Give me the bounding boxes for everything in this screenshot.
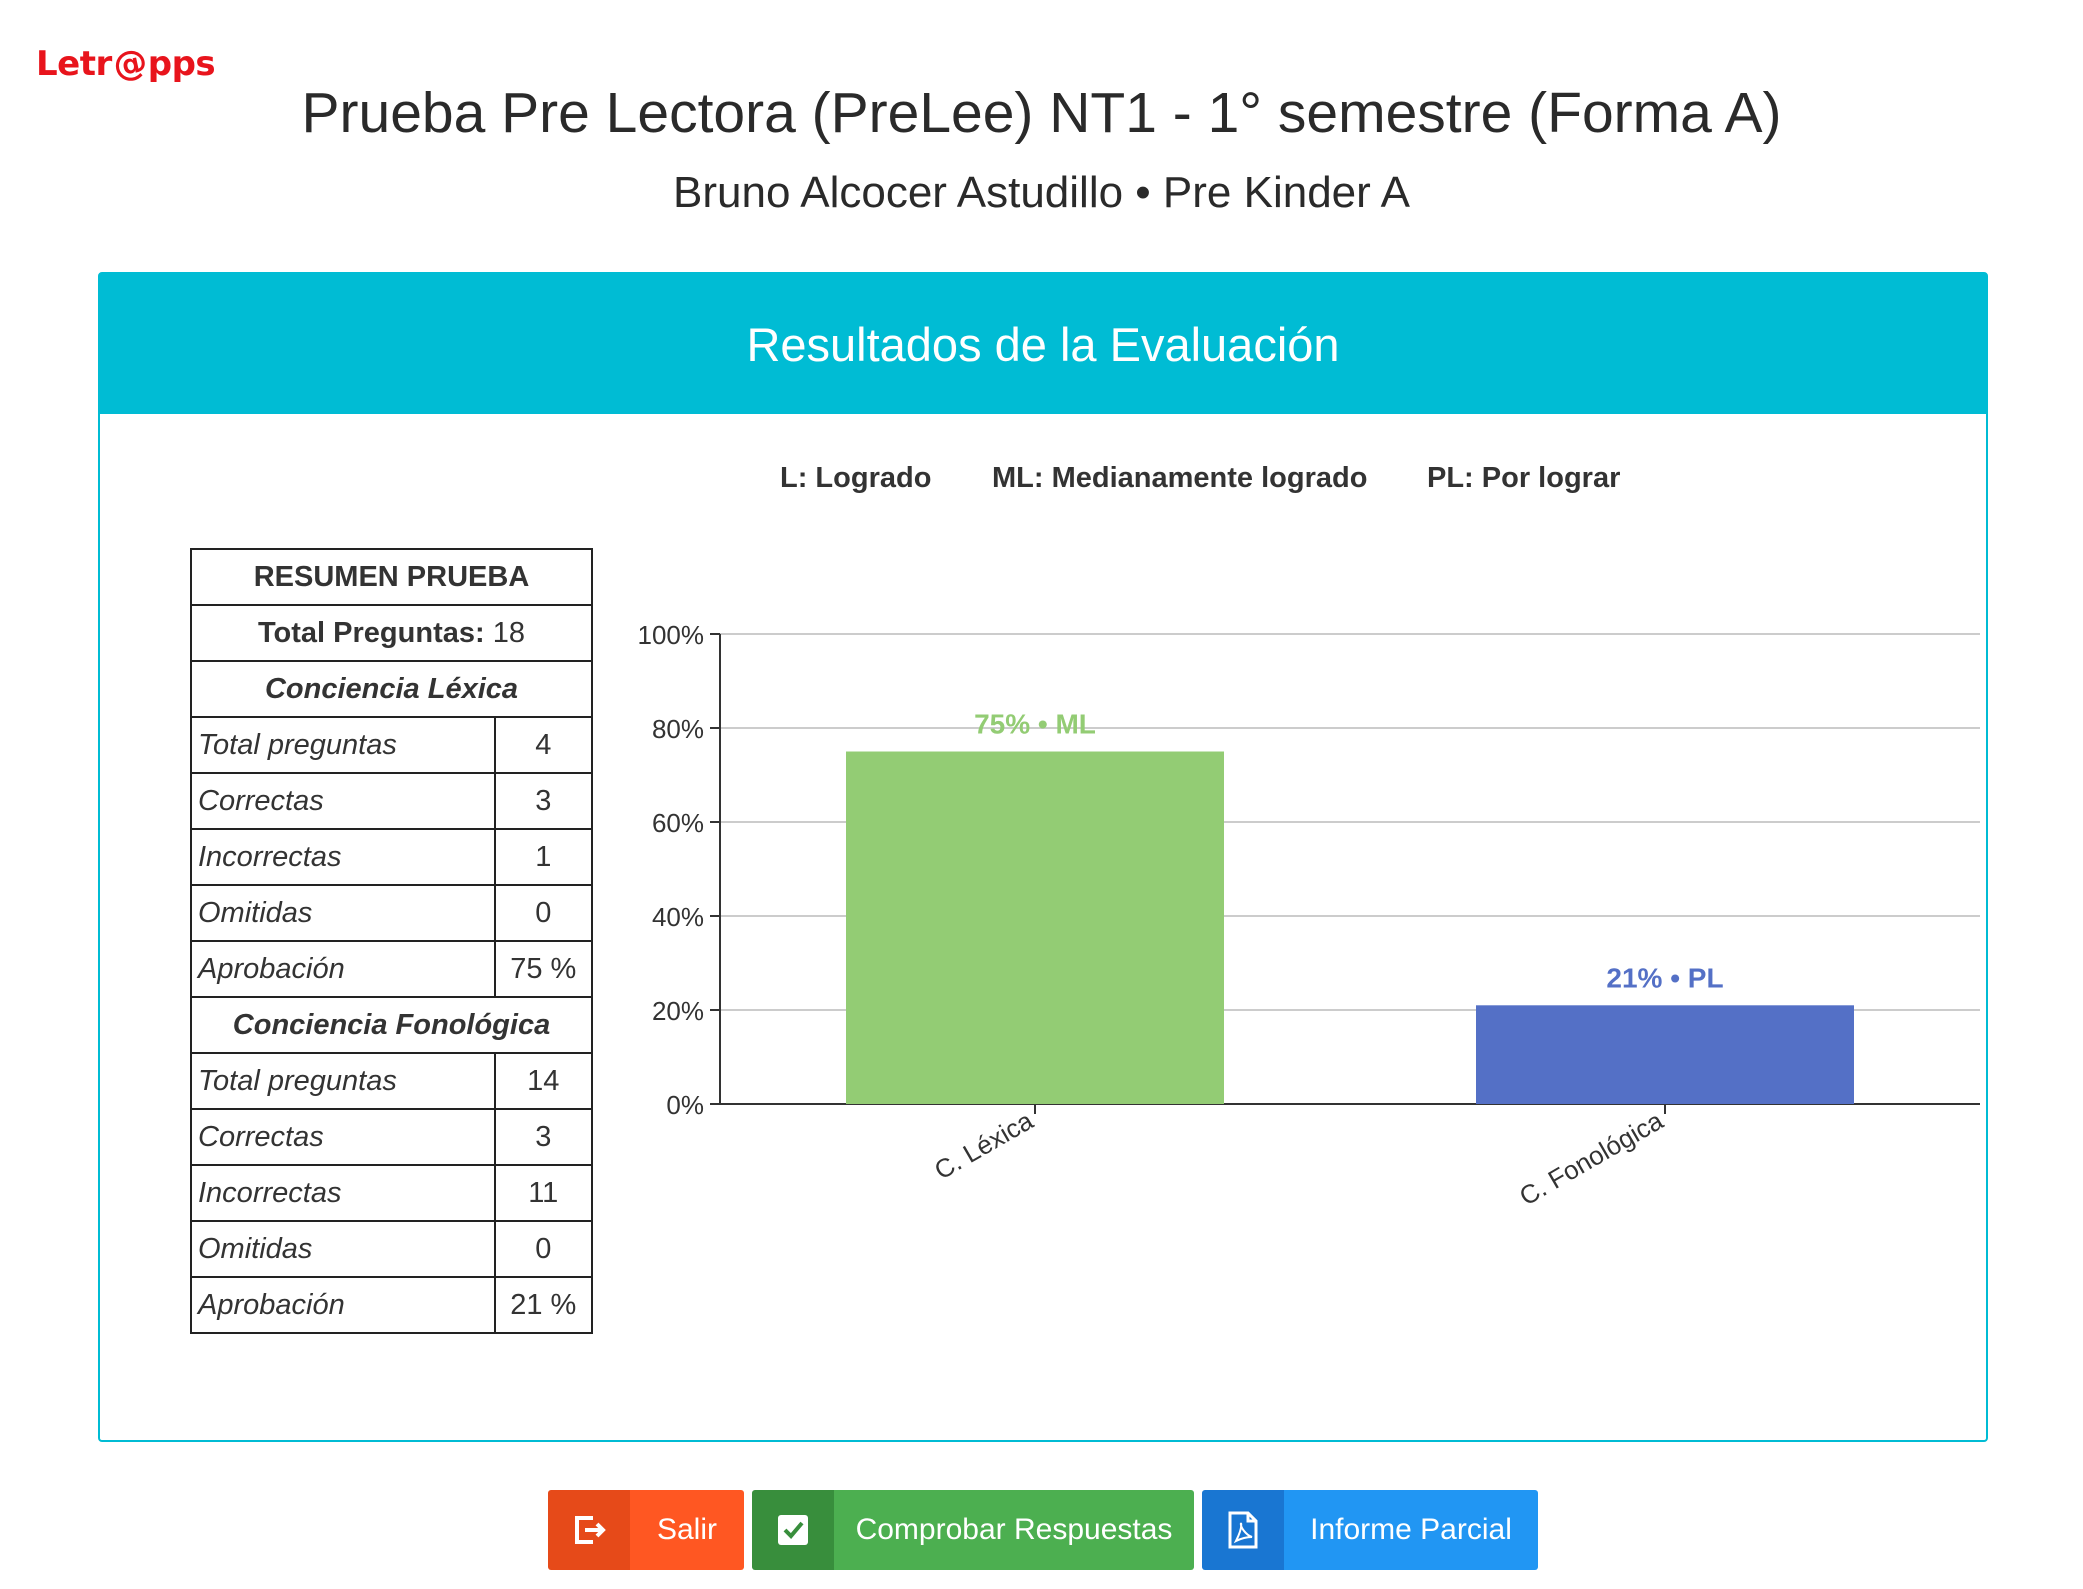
total-questions: Total Preguntas: 18 [190,604,593,662]
comprobar-respuestas-button[interactable]: Comprobar Respuestas [752,1490,1194,1570]
achievement-legend: L: Logrado ML: Medianamente logrado PL: … [100,462,1986,502]
row-value: 75 % [493,940,594,998]
row-value: 0 [493,884,594,942]
y-tick-label: 80% [652,714,704,744]
exit-icon [548,1490,630,1570]
card-title: Resultados de la Evaluación [746,317,1340,371]
legend-por-lograr: PL: Por lograr [1427,462,1621,494]
check-square-icon [752,1490,834,1570]
salir-button[interactable]: Salir [548,1490,744,1570]
section-title-fonologica: Conciencia Fonológica [190,996,593,1054]
informe-parcial-button[interactable]: Informe Parcial [1202,1490,1538,1570]
student-subtitle: Bruno Alcocer Astudillo • Pre Kinder A [673,168,1410,217]
action-buttons: Salir Comprobar Respuestas Informe Parci… [0,1490,2083,1570]
table-row: Correctas 3 [190,772,594,830]
row-label: Total preguntas [190,1052,496,1110]
table-row: Incorrectas 1 [190,828,594,886]
results-bar-chart: 0% 20% 40% 60% 80% 100% 75% • ML C. Léxica 21% •… [620,604,1990,1404]
letrapps-logo: Letr @ pps [36,40,216,88]
table-row: Aprobación 75 % [190,940,594,998]
y-tick-label: 0% [666,1090,704,1120]
row-value: 0 [493,1220,594,1278]
table-row: Total preguntas 14 [190,1052,594,1110]
row-value: 4 [493,716,594,774]
table-row: Omitidas 0 [190,1220,594,1278]
bar [1476,1005,1854,1104]
table-row: Aprobación 21 % [190,1276,594,1334]
y-tick-label: 100% [638,620,705,650]
bar-data-label: 75% • ML [974,709,1096,740]
row-label: Incorrectas [190,1164,496,1222]
y-tick-label: 20% [652,996,704,1026]
row-value: 3 [493,772,594,830]
results-card: Resultados de la Evaluación L: Logrado M… [98,272,1988,1442]
row-label: Total preguntas [190,716,496,774]
chart-svg: 0% 20% 40% 60% 80% 100% 75% • ML C. Léxica 21% •… [638,620,1980,1211]
row-label: Aprobación [190,940,496,998]
comprobar-label: Comprobar Respuestas [834,1490,1194,1570]
row-value: 21 % [493,1276,594,1334]
row-value: 14 [493,1052,594,1110]
section-title-lexica: Conciencia Léxica [190,660,593,718]
row-label: Omitidas [190,1220,496,1278]
page-title: Prueba Pre Lectora (PreLee) NT1 - 1° sem… [301,81,1782,145]
row-value: 1 [493,828,594,886]
y-tick-label: 60% [652,808,704,838]
row-value: 11 [493,1164,594,1222]
table-row: Total preguntas 4 [190,716,594,774]
table-row: Correctas 3 [190,1108,594,1166]
row-value: 3 [493,1108,594,1166]
legend-medianamente: ML: Medianamente logrado [992,462,1368,494]
row-label: Aprobación [190,1276,496,1334]
card-header: Resultados de la Evaluación [100,274,1986,414]
y-tick-label: 40% [652,902,704,932]
bar-data-label: 21% • PL [1606,962,1723,993]
row-label: Correctas [190,772,496,830]
table-row: Omitidas 0 [190,884,594,942]
row-label: Correctas [190,1108,496,1166]
legend-logrado: L: Logrado [780,462,932,494]
x-tick-label: C. Fonológica [1514,1105,1668,1211]
informe-label: Informe Parcial [1284,1490,1538,1570]
pdf-file-icon [1202,1490,1284,1570]
summary-table: RESUMEN PRUEBA Total Preguntas: 18 Conci… [190,548,594,1334]
table-row: Incorrectas 11 [190,1164,594,1222]
row-label: Incorrectas [190,828,496,886]
bar [846,751,1224,1104]
x-tick-label: C. Léxica [929,1105,1038,1185]
salir-label: Salir [630,1490,744,1570]
summary-heading: RESUMEN PRUEBA [190,548,593,606]
row-label: Omitidas [190,884,496,942]
